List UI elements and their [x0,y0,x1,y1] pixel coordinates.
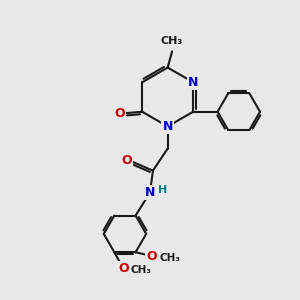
Text: N: N [145,186,155,199]
Text: N: N [188,76,198,89]
Text: O: O [118,262,128,275]
Text: H: H [158,185,167,195]
Text: O: O [121,154,132,167]
Text: CH₃: CH₃ [159,253,180,263]
Text: CH₃: CH₃ [130,265,152,275]
Text: O: O [114,107,124,120]
Text: O: O [146,250,157,263]
Text: N: N [163,120,173,133]
Text: CH₃: CH₃ [161,36,183,46]
